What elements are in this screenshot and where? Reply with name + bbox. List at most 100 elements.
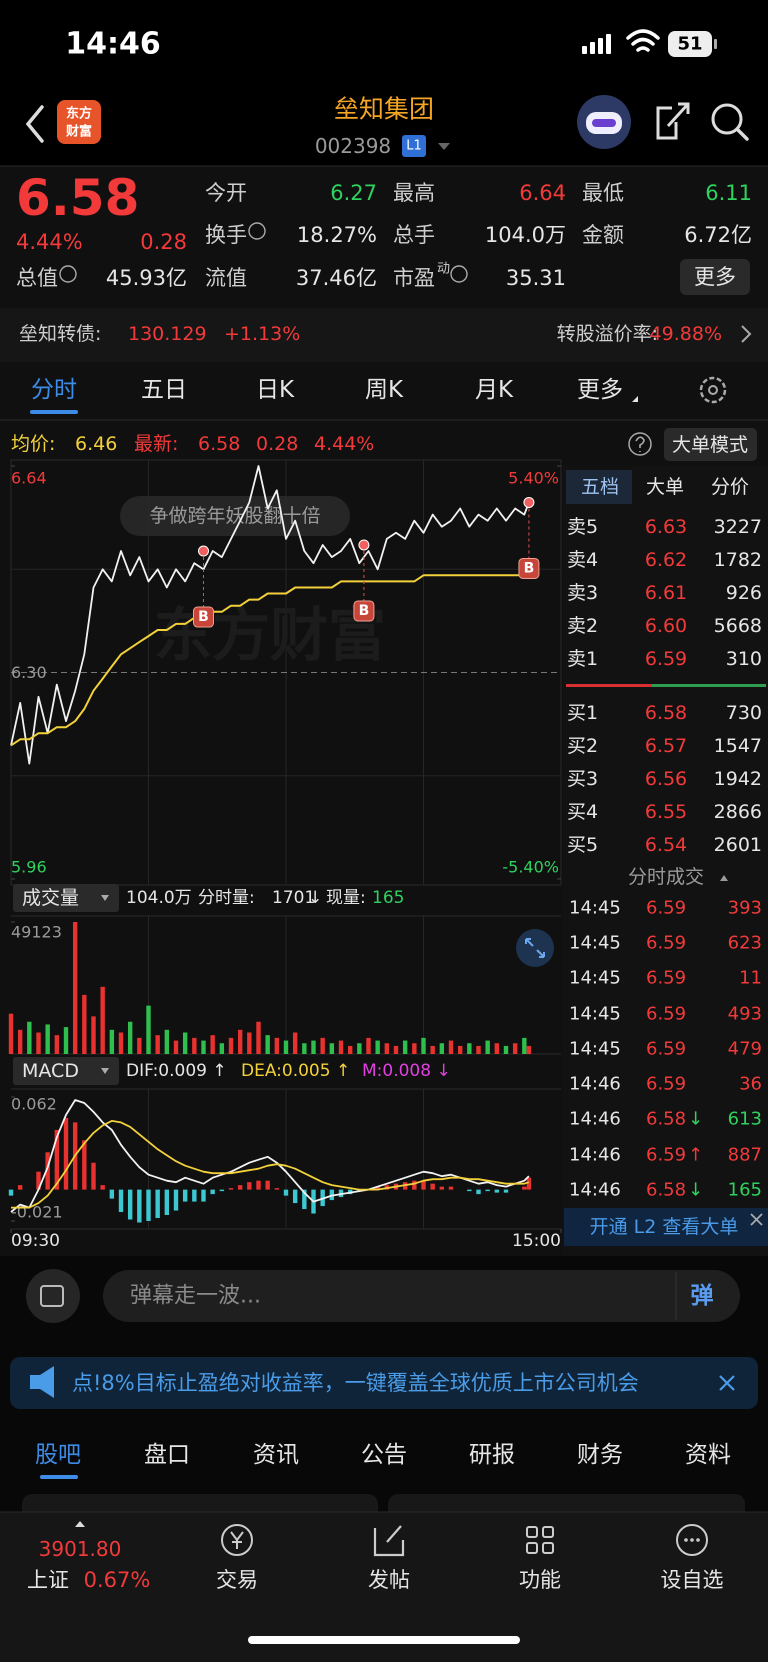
indicator-select[interactable] — [13, 884, 119, 912]
change: 0.28 — [140, 230, 187, 254]
tick-vol: 165 — [728, 1180, 762, 1201]
fenshi-arrow: ↓ — [308, 888, 322, 908]
trade-icon — [221, 1524, 253, 1556]
nav-item[interactable]: 交易 — [216, 1568, 258, 1592]
macd-bar — [467, 1189, 472, 1192]
chart-tab[interactable]: 更多 — [577, 377, 623, 403]
danmaku-toggle[interactable] — [26, 1269, 80, 1323]
volume-bar — [182, 1032, 188, 1054]
book-label: 卖5 — [567, 516, 598, 538]
y-tick-label: 5.96 — [11, 858, 47, 877]
book-tab[interactable]: 五档 — [581, 476, 619, 498]
macd-bar — [182, 1189, 188, 1202]
chart-tab[interactable]: 日K — [256, 377, 295, 403]
book-tab[interactable]: 大单 — [646, 476, 684, 498]
help-icon[interactable] — [628, 432, 652, 456]
trade-badge — [353, 600, 375, 622]
ad-bubble-text[interactable]: 争做跨年妖股翻十倍 — [149, 505, 320, 527]
volume-bar — [256, 1021, 261, 1054]
volume-bar — [384, 1043, 390, 1054]
volume-bar — [265, 1035, 270, 1054]
nav-item[interactable]: 发帖 — [368, 1568, 410, 1592]
section-tab[interactable]: 公告 — [361, 1442, 407, 1468]
signal-bar — [582, 46, 587, 54]
comment-placeholder[interactable]: 弹幕走一波... — [130, 1284, 261, 1309]
func-icon — [542, 1526, 554, 1538]
search-icon[interactable] — [711, 103, 743, 135]
volume-bar — [210, 1035, 215, 1054]
section-tab[interactable]: 盘口 — [144, 1442, 190, 1468]
tick-time: 14:46 — [569, 1180, 621, 1201]
help-mark — [635, 436, 645, 452]
macd-bar — [109, 1189, 115, 1199]
volume-bar — [192, 1037, 197, 1054]
megaphone-icon — [30, 1366, 54, 1398]
nav-item[interactable]: 功能 — [519, 1568, 561, 1592]
wifi-icon — [626, 29, 660, 52]
macd-bar — [173, 1189, 179, 1211]
index-value[interactable]: 3901.80 — [39, 1537, 122, 1561]
mode-button-text[interactable]: 大单模式 — [672, 434, 748, 456]
indicator-select[interactable] — [13, 1057, 119, 1085]
share-icon[interactable] — [656, 102, 690, 140]
nav-item[interactable]: 设自选 — [661, 1568, 724, 1592]
more-button-text[interactable]: 更多 — [694, 265, 736, 289]
index-name[interactable]: 上证 — [27, 1568, 69, 1592]
banner-bg[interactable] — [10, 1357, 758, 1409]
last-label: 最新: — [134, 433, 178, 455]
volume-bar — [457, 1045, 463, 1054]
home-indicator — [248, 1636, 520, 1644]
section-tab[interactable]: 研报 — [469, 1442, 515, 1468]
tick-price: 6.59 — [646, 1074, 686, 1095]
macd-bar — [91, 1162, 96, 1190]
x-tick-label: 09:30 — [11, 1231, 60, 1251]
section-tab[interactable]: 资讯 — [253, 1442, 299, 1468]
book-label: 买4 — [567, 801, 598, 823]
book-price: 6.60 — [645, 615, 687, 637]
field-value: 104.0万 — [485, 223, 566, 247]
signal-bar — [598, 38, 603, 54]
mode-button[interactable] — [664, 428, 757, 461]
section-tab[interactable]: 资料 — [685, 1442, 731, 1468]
comment-input[interactable] — [103, 1270, 740, 1322]
book-vol: 2866 — [714, 801, 762, 823]
send-button[interactable]: 弹 — [691, 1283, 714, 1309]
chart-tab[interactable]: 周K — [365, 377, 404, 403]
tick-price: 6.59 — [646, 898, 686, 919]
battery-nub — [714, 39, 717, 49]
chart-tab[interactable]: 分时 — [31, 377, 77, 403]
volume-bar — [402, 1040, 408, 1054]
trade-badge-text: B — [198, 609, 209, 625]
more-button[interactable] — [680, 259, 750, 295]
macd-bar — [100, 1185, 105, 1190]
l2-text[interactable]: 开通 L2 查看大单 — [590, 1216, 739, 1238]
settings-icon[interactable] — [699, 376, 727, 404]
chevron — [741, 325, 752, 343]
back-button[interactable] — [25, 105, 44, 143]
banner-text[interactable]: 点!8%目标止盈绝对收益率，一键覆盖全球优质上市公司机会 — [72, 1371, 639, 1395]
dropdown-arrow — [438, 143, 450, 150]
field-value: 45.93亿 — [106, 266, 187, 290]
macd-bar — [146, 1189, 151, 1221]
book-tab[interactable]: 分价 — [711, 476, 749, 498]
volume-bar — [27, 1021, 32, 1054]
macd-bar — [274, 1188, 280, 1190]
section-tab[interactable]: 股吧 — [35, 1442, 81, 1468]
volume-bar — [164, 1029, 170, 1054]
chart-tab[interactable]: 月K — [475, 377, 514, 403]
l2-bar[interactable] — [564, 1208, 768, 1246]
chart-tab[interactable]: 五日 — [141, 377, 187, 403]
macd-bar — [237, 1185, 243, 1190]
section-tab[interactable]: 财务 — [577, 1442, 623, 1468]
field-label: 最高 — [393, 181, 435, 205]
volume-bar — [430, 1045, 435, 1054]
volume-bar — [127, 1021, 133, 1054]
avg-label: 均价: — [11, 433, 55, 455]
index-pct[interactable]: 0.67% — [84, 1568, 151, 1592]
expand-button[interactable] — [516, 929, 554, 967]
tick-arrow: ↑ — [688, 1145, 703, 1166]
macd-bar — [494, 1189, 500, 1193]
banner-close[interactable] — [719, 1375, 735, 1391]
book-label: 卖2 — [567, 615, 598, 637]
trade-badge — [193, 606, 214, 628]
